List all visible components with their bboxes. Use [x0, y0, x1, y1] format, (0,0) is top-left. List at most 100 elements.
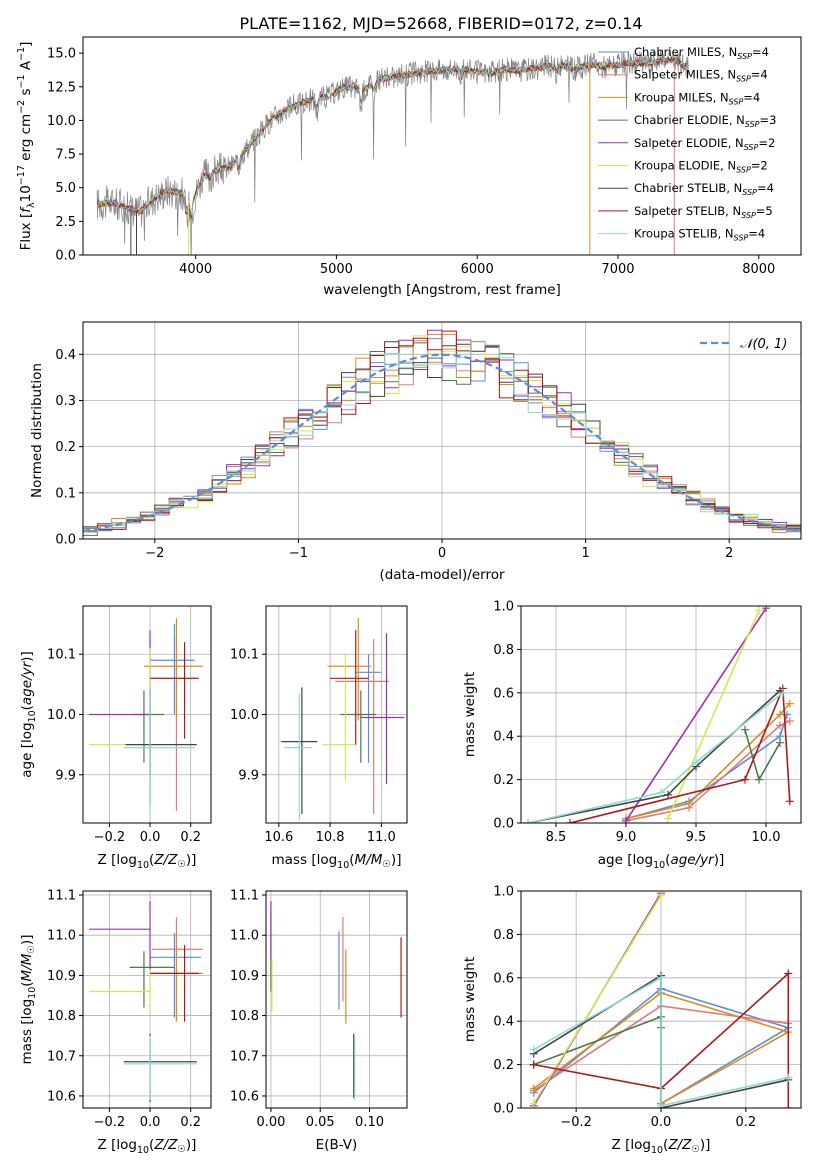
legend-entry-chabrier-miles: Chabrier MILES, NSSP=4 [634, 45, 769, 61]
y-tick-label: 2.5 [55, 215, 76, 230]
x-tick-label: 0.10 [355, 1115, 384, 1130]
y-tick-label: 11.0 [230, 929, 259, 944]
weight-vs-metallicity-panel: −0.2 0.0 0.2 0.0 0.2 0.4 0.6 0.8 1.0 Z [log10(Z/Z… [462, 885, 802, 1156]
plot-area [281, 618, 405, 820]
weight-marker-salpeter-stelib [741, 775, 749, 784]
model-spectrum-salpeter-elodie [96, 55, 689, 217]
x-tick-label: 11.0 [367, 830, 396, 845]
x-tick-label: 10.8 [316, 830, 345, 845]
y-axis-label: mass [log10(M/M☉)] [19, 935, 38, 1065]
spectrum-legend: Chabrier MILES, NSSP=4 Salpeter MILES, NS… [598, 45, 776, 243]
y-tick-label: 0.8 [493, 643, 514, 658]
x-tick-label: −0.2 [560, 1115, 592, 1130]
x-tick-label: −0.2 [94, 1115, 126, 1130]
x-tick-label: −1 [289, 546, 308, 561]
x-tick-label: 7000 [601, 262, 634, 277]
x-tick-label: 9.5 [686, 830, 707, 845]
residuals-panel: −2 −1 0 1 2 0.0 0.1 0.2 0.3 0.4 (data-model)/error… [29, 321, 802, 583]
x-tick-label: 0.0 [651, 1115, 672, 1130]
legend-entry-gaussian: 𝒩(0, 1) [740, 337, 787, 352]
x-axis-label: age [log10(age/yr)] [598, 852, 724, 871]
y-tick-label: 10.0 [47, 708, 76, 723]
x-tick-label: −0.2 [94, 830, 126, 845]
model-spectrum-kroupa-elodie [96, 57, 689, 219]
weight-marker-kroupa-stelib [657, 973, 665, 982]
y-tick-label: 0.6 [493, 971, 514, 986]
y-tick-label: 0.8 [493, 928, 514, 943]
legend-entry-kroupa-stelib: Kroupa STELIB, NSSP=4 [634, 227, 765, 243]
y-tick-label: 0.3 [55, 394, 76, 409]
y-tick-label: 0.0 [493, 1102, 514, 1117]
x-axis-label: mass [log10(M/M☉)] [272, 852, 402, 871]
axes-frame [265, 890, 408, 1109]
age-vs-metallicity-panel: −0.2 0.0 0.2 9.9 10.0 10.1 Z [log10(Z/Z☉)] age … [19, 605, 212, 871]
plot-area [89, 618, 203, 814]
x-tick-label: 8000 [742, 262, 775, 277]
x-axis-label: wavelength [Angstrom, rest frame] [323, 282, 561, 298]
histogram-chabrier-stelib [83, 341, 801, 530]
x-tick-label: 6000 [461, 262, 494, 277]
x-axis-label: E(B-V) [316, 1137, 358, 1153]
x-axis-label: Z [log10(Z/Z☉)] [98, 1137, 197, 1156]
axes-frame [82, 890, 212, 1109]
weight-marker-salpeter-miles [776, 721, 784, 730]
y-tick-label: 0.4 [493, 1015, 514, 1030]
weight-marker-salpeter-stelib [785, 797, 794, 806]
axes-frame [520, 605, 802, 824]
weight-line-kroupa-stelib [533, 976, 789, 1107]
x-axis-label: Z [log10(Z/Z☉)] [612, 1137, 711, 1156]
y-tick-label: 10.6 [230, 1089, 259, 1104]
weight-marker-kroupa-elodie [529, 1099, 538, 1108]
weight-vs-age-panel: 8.5 9.0 9.5 10.0 0.0 0.2 0.4 0.6 0.8 1.0 age [log1… [462, 600, 802, 871]
y-tick-label: 0.1 [55, 486, 76, 501]
legend-entry-salpeter-elodie: Salpeter ELODIE, NSSP=2 [634, 136, 775, 152]
y-tick-label: 7.5 [55, 148, 76, 163]
weight-marker-chabrier-elodie [755, 775, 763, 784]
model-spectrum-kroupa-miles [96, 56, 689, 216]
y-tick-label: 1.0 [493, 600, 514, 615]
weight-marker-chabrier-stelib [664, 790, 672, 799]
y-tick-label: 0.2 [493, 1058, 514, 1073]
weight-marker-kroupa-miles [776, 710, 784, 719]
legend-entry-chabrier-stelib: Chabrier STELIB, NSSP=4 [634, 181, 774, 197]
x-tick-label: 0 [438, 546, 446, 561]
y-axis-label: Normed distribution [29, 363, 45, 498]
weight-marker-kroupa-stelib [784, 1073, 793, 1082]
weight-line-kroupa-elodie [533, 894, 662, 1105]
model-spectrum-salpeter-miles [96, 56, 689, 219]
weight-marker-kroupa-elodie [664, 814, 672, 823]
y-tick-label: 0.6 [493, 686, 514, 701]
plot-area [89, 901, 203, 1102]
weight-marker-chabrier-elodie [741, 725, 749, 734]
x-tick-label: −2 [145, 546, 164, 561]
observed-spectrum-line [96, 48, 689, 255]
x-tick-label: 0.00 [256, 1115, 285, 1130]
y-tick-label: 15.0 [47, 47, 76, 62]
weight-line-chabrier-elodie [533, 1015, 662, 1066]
weight-marker-salpeter-stelib [529, 1060, 538, 1069]
x-tick-label: 4000 [179, 262, 212, 277]
spectrum-panel: 4000 5000 6000 7000 8000 0.0 2.5 5.0 7.5 10.0 12.5… [16, 36, 802, 298]
model-spectrum-chabrier-miles [96, 57, 689, 216]
legend-entry-kroupa-elodie: Kroupa ELODIE, NSSP=2 [634, 159, 768, 175]
weight-marker-kroupa-elodie [755, 606, 763, 615]
weight-line-chabrier-stelib [527, 690, 781, 823]
y-tick-label: 10.6 [47, 1089, 76, 1104]
model-spectrum-kroupa-stelib [96, 58, 689, 216]
y-tick-label: 11.0 [47, 929, 76, 944]
x-tick-label: 0.0 [140, 830, 161, 845]
x-tick-label: 1 [581, 546, 589, 561]
y-tick-label: 10.9 [230, 969, 259, 984]
y-tick-label: 10.0 [230, 708, 259, 723]
weight-line-kroupa-miles [625, 703, 791, 820]
plot-area [270, 901, 402, 1100]
y-tick-label: 10.8 [230, 1009, 259, 1024]
weight-marker-kroupa-stelib [778, 688, 787, 697]
gaussian-curve [83, 353, 801, 532]
x-axis-label: Z [log10(Z/Z☉)] [98, 852, 197, 871]
x-tick-label: 8.5 [546, 830, 567, 845]
y-tick-label: 10.1 [230, 648, 259, 663]
y-tick-label: 0.0 [55, 249, 76, 264]
y-tick-label: 0.4 [493, 730, 514, 745]
